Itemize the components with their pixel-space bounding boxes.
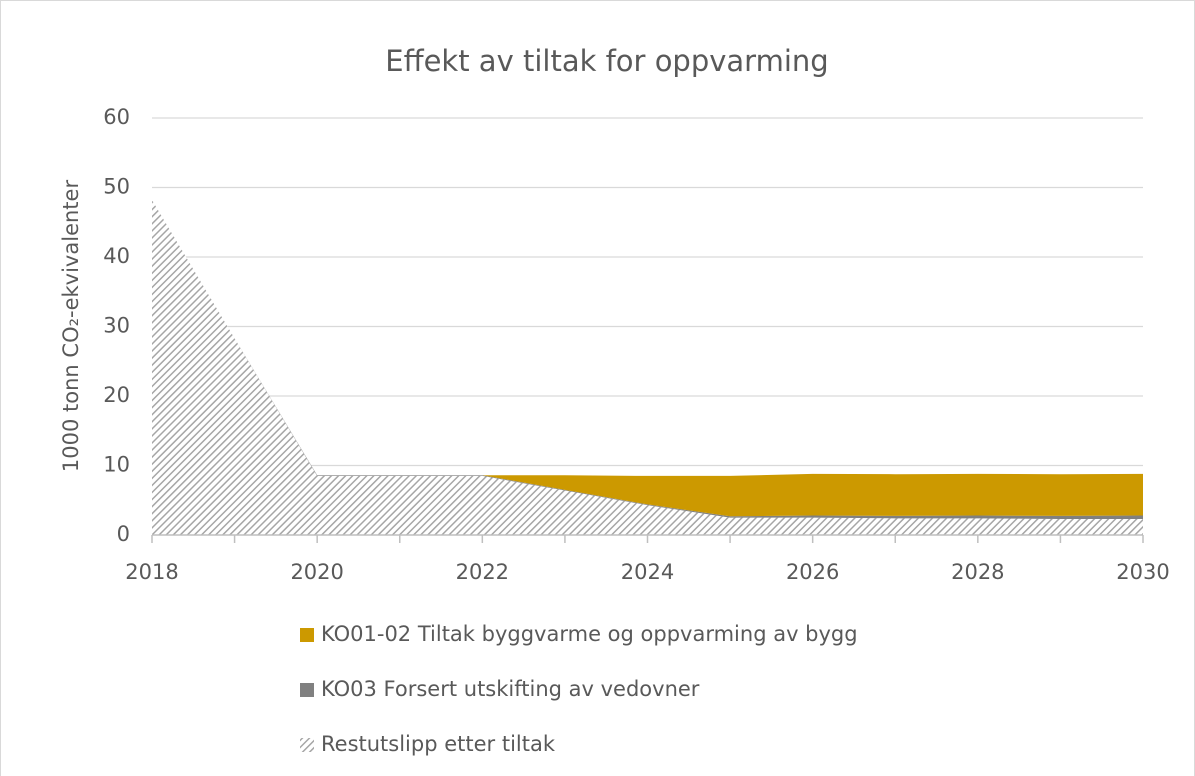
y-tick-label: 10 xyxy=(103,453,130,477)
legend-label: Restutslipp etter tiltak xyxy=(321,732,556,756)
legend-swatch xyxy=(300,683,314,697)
x-tick-label: 2024 xyxy=(621,560,674,584)
legend-label: KO03 Forsert utskifting av vedovner xyxy=(321,677,700,701)
y-axis-label: 1000 tonn CO₂-ekvivalenter xyxy=(59,180,83,473)
x-tick-label: 2018 xyxy=(125,560,178,584)
area xyxy=(152,200,1143,535)
y-tick-label: 40 xyxy=(103,244,130,268)
x-tick-label: 2028 xyxy=(951,560,1004,584)
x-tick-label: 2020 xyxy=(290,560,343,584)
legend-swatch xyxy=(300,738,314,752)
x-tick-label: 2026 xyxy=(786,560,839,584)
y-tick-label: 20 xyxy=(103,383,130,407)
y-tick-label: 60 xyxy=(103,105,130,129)
x-tick-label: 2022 xyxy=(456,560,509,584)
x-tick-label: 2030 xyxy=(1116,560,1169,584)
area xyxy=(152,200,1143,517)
y-tick-label: 0 xyxy=(117,522,130,546)
legend-swatch xyxy=(300,628,314,642)
legend-label: KO01-02 Tiltak byggvarme og oppvarming a… xyxy=(321,622,858,646)
y-tick-label: 30 xyxy=(103,314,130,338)
chart-title: Effekt av tiltak for oppvarming xyxy=(385,44,828,78)
y-tick-label: 50 xyxy=(103,175,130,199)
